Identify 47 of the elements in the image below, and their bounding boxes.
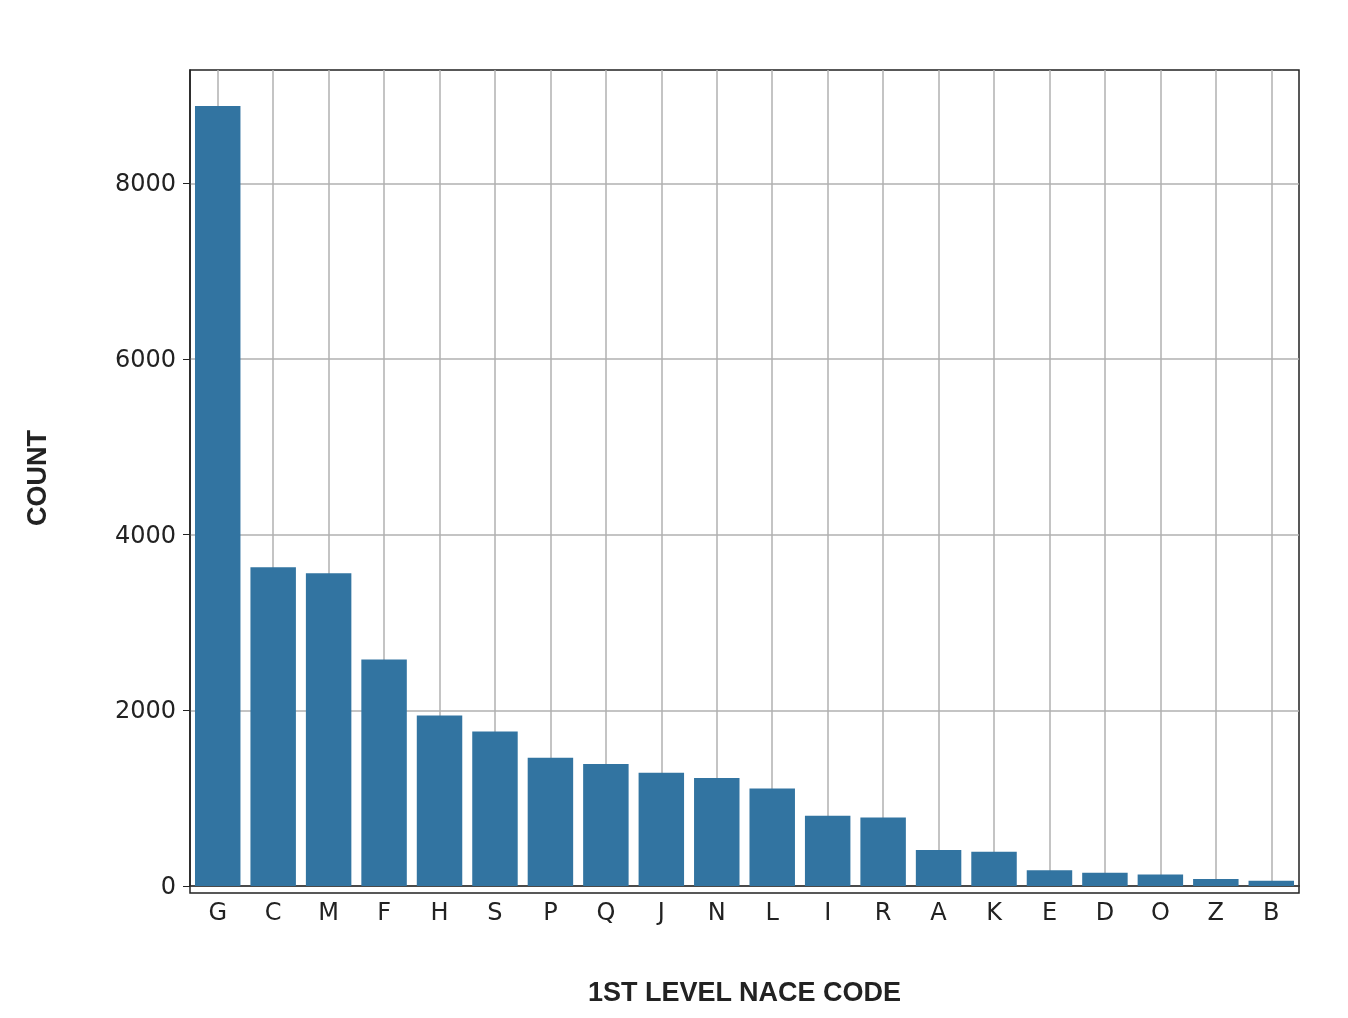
bar [749, 788, 795, 886]
y-tick-label: 2000 [114, 696, 176, 725]
x-tick-label: Q [596, 898, 616, 926]
bar [915, 849, 962, 886]
y-tick-label: 8000 [114, 169, 176, 198]
bar [1137, 874, 1184, 886]
x-tick-label: B [1263, 898, 1280, 926]
bar [305, 573, 352, 886]
x-tick-label: L [765, 898, 780, 926]
x-tick-label: F [377, 898, 391, 926]
x-tick-label: O [1150, 898, 1170, 926]
bar [361, 659, 407, 886]
x-tick-label: N [707, 898, 726, 926]
x-axis-title: 1ST LEVEL NACE CODE [587, 976, 902, 1007]
bar [694, 777, 740, 886]
y-tick-label: 6000 [114, 344, 176, 373]
x-tick-label: H [430, 898, 449, 926]
bar [416, 715, 463, 886]
bar [1193, 878, 1239, 886]
bar [638, 772, 685, 886]
bar [527, 757, 574, 886]
x-tick-label: M [318, 898, 339, 926]
bar [1082, 872, 1128, 886]
x-tick-label: I [824, 898, 832, 926]
bar [472, 731, 518, 886]
x-tick-label: D [1095, 898, 1115, 926]
bar [860, 817, 906, 886]
bar [1248, 880, 1295, 886]
x-tick-label: K [986, 898, 1004, 926]
x-tick-label: R [874, 898, 892, 926]
x-tick-label: S [487, 898, 503, 926]
bar [194, 106, 241, 886]
bar [583, 763, 629, 886]
y-tick-label: 0 [160, 872, 176, 900]
x-tick-label: J [655, 898, 665, 926]
x-tick-label: E [1041, 898, 1058, 926]
bar [804, 815, 851, 886]
y-axis-title: COUNT [21, 429, 52, 526]
x-tick-label: C [264, 898, 282, 926]
bar [971, 851, 1017, 886]
x-tick-label: P [543, 898, 558, 926]
y-tick-label: 4000 [114, 520, 176, 549]
x-tick-label: A [930, 898, 948, 926]
bar [1026, 870, 1073, 886]
x-tick-label: Z [1207, 898, 1225, 926]
x-tick-label: G [208, 898, 228, 926]
bar [250, 567, 296, 886]
